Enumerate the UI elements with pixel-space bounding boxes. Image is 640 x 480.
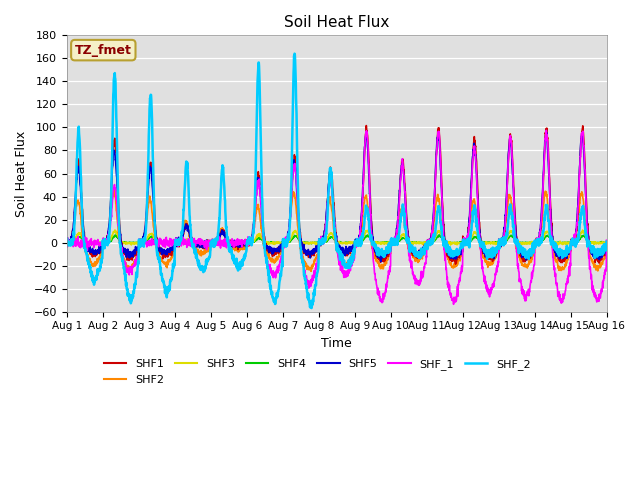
SHF_1 — [570, 231, 578, 237]
SHF_2 — [603, 239, 611, 244]
Line: SHF_2: SHF_2 — [67, 54, 607, 308]
SHF5 — [352, 239, 360, 245]
SHF2 — [214, 235, 221, 241]
SHF2 — [494, 249, 502, 254]
SHF1 — [63, 237, 70, 242]
SHF4 — [364, 233, 372, 239]
Line: SHF4: SHF4 — [67, 235, 607, 244]
Line: SHF1: SHF1 — [67, 126, 607, 264]
SHF_1 — [493, 264, 501, 270]
SHF4 — [353, 240, 360, 245]
SHF_1 — [352, 245, 360, 251]
SHF_2 — [570, 242, 578, 248]
SHF1 — [603, 241, 611, 247]
SHF3 — [111, 227, 119, 233]
SHF3 — [353, 240, 360, 245]
SHF4 — [556, 240, 563, 245]
SHF5 — [377, 259, 385, 264]
SHF_1 — [63, 240, 70, 246]
Line: SHF_1: SHF_1 — [67, 131, 607, 304]
SHF5 — [364, 146, 372, 152]
SHF_2 — [308, 305, 316, 311]
SHF5 — [570, 236, 578, 242]
SHF2 — [353, 241, 360, 247]
SHF_2 — [364, 212, 372, 217]
SHF_2 — [291, 51, 298, 57]
SHF5 — [556, 253, 563, 259]
SHF4 — [214, 239, 221, 245]
SHF_2 — [353, 240, 360, 246]
SHF5 — [603, 240, 611, 246]
SHF3 — [556, 240, 563, 246]
SHF3 — [570, 240, 578, 245]
SHF1 — [364, 141, 372, 147]
Title: Soil Heat Flux: Soil Heat Flux — [284, 15, 389, 30]
SHF2 — [570, 239, 578, 244]
SHF5 — [214, 236, 221, 242]
SHF_1 — [214, 239, 221, 244]
SHF4 — [570, 240, 578, 246]
SHF4 — [435, 232, 443, 238]
Line: SHF5: SHF5 — [67, 132, 607, 262]
SHF1 — [452, 261, 460, 267]
SHF_2 — [63, 241, 70, 247]
Line: SHF2: SHF2 — [67, 190, 607, 271]
X-axis label: Time: Time — [321, 337, 352, 350]
SHF2 — [110, 187, 118, 193]
SHF4 — [603, 240, 611, 246]
SHF3 — [214, 240, 221, 246]
SHF3 — [447, 242, 454, 248]
SHF4 — [494, 240, 502, 245]
SHF_2 — [494, 244, 502, 250]
Y-axis label: Soil Heat Flux: Soil Heat Flux — [15, 131, 28, 216]
SHF2 — [603, 238, 611, 244]
SHF5 — [63, 240, 70, 246]
SHF2 — [556, 267, 563, 273]
SHF1 — [570, 237, 578, 243]
SHF5 — [493, 248, 501, 253]
SHF1 — [362, 123, 370, 129]
SHF_1 — [603, 238, 611, 243]
Legend: SHF1, SHF2, SHF3, SHF4, SHF5, SHF_1, SHF_2: SHF1, SHF2, SHF3, SHF4, SHF5, SHF_1, SHF… — [99, 355, 535, 389]
SHF4 — [63, 240, 70, 245]
SHF4 — [307, 241, 315, 247]
SHF_1 — [364, 140, 372, 146]
SHF2 — [63, 238, 70, 244]
Text: TZ_fmet: TZ_fmet — [75, 44, 132, 57]
SHF5 — [543, 130, 550, 135]
Line: SHF3: SHF3 — [67, 230, 607, 245]
SHF1 — [214, 241, 221, 247]
SHF_1 — [543, 128, 550, 133]
SHF_1 — [450, 301, 458, 307]
SHF3 — [63, 240, 70, 246]
SHF_2 — [214, 237, 221, 242]
SHF2 — [364, 210, 372, 216]
SHF2 — [307, 268, 315, 274]
SHF3 — [494, 240, 502, 246]
SHF1 — [352, 242, 360, 248]
SHF3 — [603, 240, 611, 246]
SHF1 — [494, 246, 502, 252]
SHF1 — [556, 253, 563, 259]
SHF3 — [364, 229, 372, 235]
SHF_1 — [556, 295, 563, 301]
SHF_2 — [556, 247, 563, 252]
